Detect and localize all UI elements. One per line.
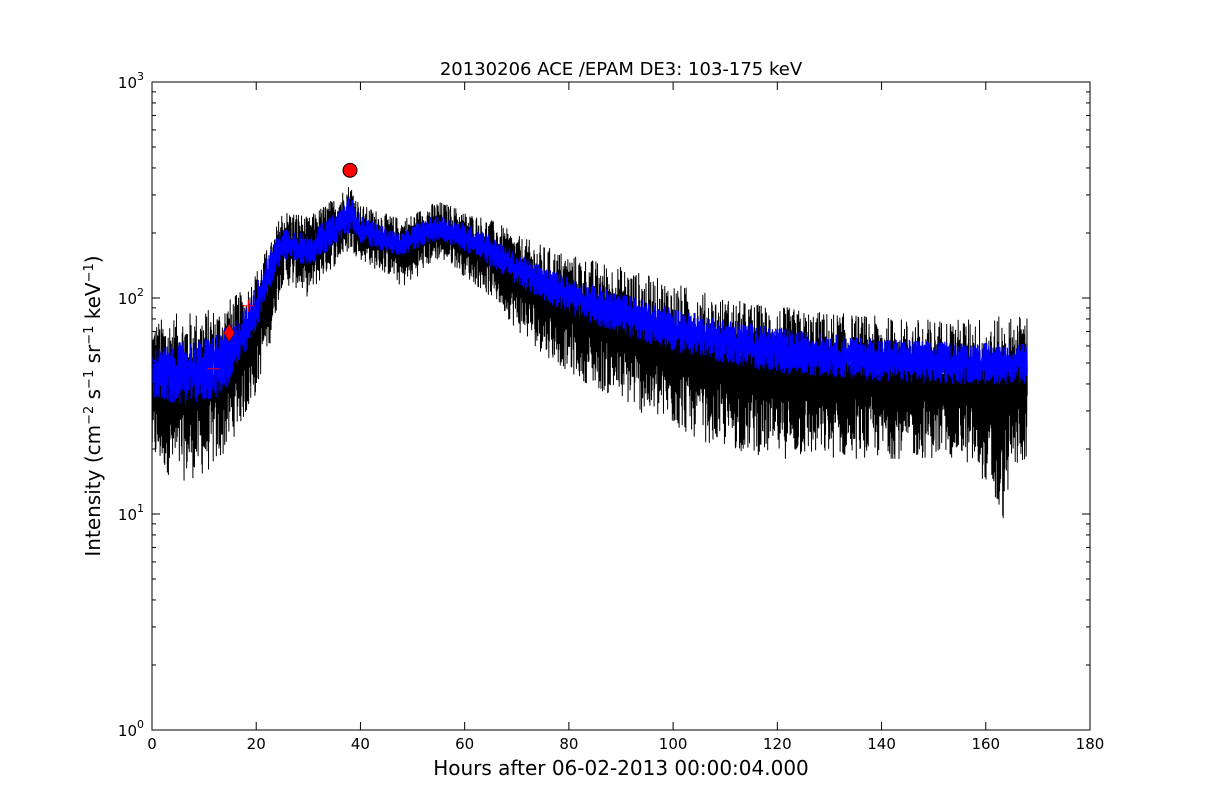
y-axis-label-part: Intensity (cm	[81, 425, 105, 557]
chart-title: 20130206 ACE /EPAM DE3: 103-175 keV	[440, 59, 803, 80]
y-axis-label-part: −1	[82, 370, 97, 389]
marker-plus	[242, 299, 255, 312]
y-axis-label-part: −1	[82, 326, 97, 345]
x-tick-label: 20	[247, 735, 266, 753]
x-tick-label: 40	[351, 735, 370, 753]
y-axis-ticks: 100 101 102 103	[118, 70, 1090, 740]
y-axis-label: Intensity (cm−2 s−1 sr−1 keV−1)	[81, 255, 105, 556]
y-axis-label-part: keV	[81, 282, 105, 326]
x-tick-label: 140	[867, 735, 896, 753]
marker-plus	[207, 362, 220, 375]
plot-area	[151, 162, 1028, 519]
x-tick-label: 120	[763, 735, 792, 753]
x-tick-label: 180	[1076, 735, 1105, 753]
x-tick-label: 80	[559, 735, 578, 753]
y-axis-label-part: sr	[81, 344, 105, 370]
y-axis-label-part: s	[81, 389, 105, 406]
marker-circle	[342, 162, 358, 178]
marker-diamond	[223, 323, 235, 343]
y-tick-label: 100	[118, 718, 144, 740]
y-tick-label: 103	[118, 70, 144, 92]
x-axis-label: Hours after 06-02-2013 00:00:04.000	[433, 756, 809, 780]
y-tick-label: 102	[118, 286, 144, 308]
y-tick-label: 101	[118, 502, 144, 524]
y-axis-label-part: −2	[82, 406, 97, 425]
x-tick-label: 160	[971, 735, 1000, 753]
x-tick-label: 0	[147, 735, 157, 753]
x-tick-label: 60	[455, 735, 474, 753]
y-axis-label-part: −1	[82, 263, 97, 282]
axes-frame	[151, 81, 1091, 731]
y-axis-label-part: )	[81, 255, 105, 263]
x-tick-label: 100	[659, 735, 688, 753]
series-smoothed-line	[151, 197, 1028, 405]
x-axis-ticks: 0 20 40 60 80 100 120 140 160 180	[147, 82, 1104, 753]
